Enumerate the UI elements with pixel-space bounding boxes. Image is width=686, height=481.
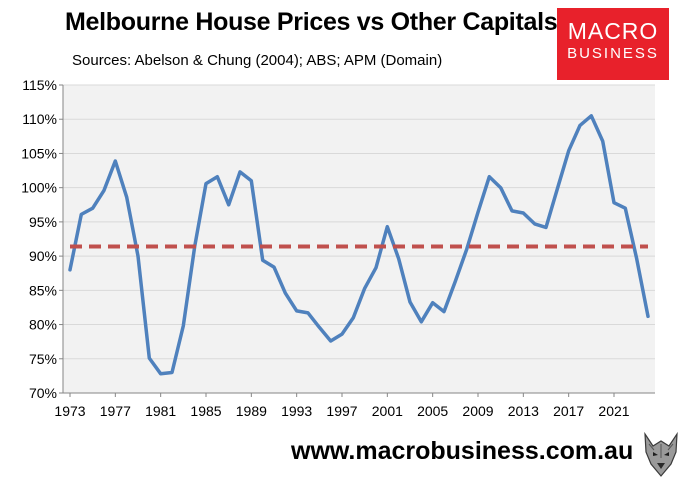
- x-tick-label: 1989: [236, 403, 267, 419]
- y-tick-label: 85%: [29, 282, 57, 298]
- chart-title: Melbourne House Prices vs Other Capitals: [65, 8, 558, 36]
- x-tick-label: 1985: [190, 403, 221, 419]
- logo-line-2: BUSINESS: [567, 45, 659, 62]
- x-tick-label: 2017: [553, 403, 584, 419]
- y-tick-label: 110%: [22, 111, 57, 127]
- footer-url: www.macrobusiness.com.au: [291, 437, 634, 465]
- y-tick-label: 70%: [29, 385, 57, 401]
- macrobusiness-logo: MACRO BUSINESS: [557, 8, 669, 80]
- plot-area: [63, 85, 655, 393]
- y-tick-label: 105%: [21, 145, 57, 161]
- x-tick-label: 2013: [508, 403, 539, 419]
- y-tick-label: 115%: [22, 77, 57, 93]
- y-axis-ticks: 70% 75% 80% 85% 90% 95% 100% 105% 110% 115%: [21, 77, 63, 401]
- x-axis-ticks: 1973 1977 1981 1985 1989 1993 1997 2001 2005 2009…: [54, 393, 630, 419]
- logo-line-1: MACRO: [567, 18, 659, 44]
- x-tick-label: 1981: [145, 403, 176, 419]
- melbourne-ratio-line: [68, 114, 650, 376]
- y-tick-label: 90%: [29, 248, 57, 264]
- y-tick-label: 95%: [29, 214, 57, 230]
- y-tick-label: 100%: [21, 180, 57, 196]
- series-group: [68, 114, 650, 376]
- x-tick-label: 2009: [462, 403, 493, 419]
- chart-subtitle: Sources: Abelson & Chung (2004); ABS; AP…: [72, 52, 443, 69]
- y-tick-label: 80%: [29, 317, 57, 333]
- x-tick-label: 2001: [372, 403, 403, 419]
- x-tick-label: 2005: [417, 403, 448, 419]
- x-tick-label: 1973: [54, 403, 85, 419]
- wolf-logo-icon: [640, 430, 682, 478]
- y-tick-label: 75%: [29, 351, 57, 367]
- x-tick-label: 1977: [100, 403, 131, 419]
- x-tick-label: 2021: [598, 403, 629, 419]
- x-tick-label: 1993: [281, 403, 312, 419]
- x-tick-label: 1997: [326, 403, 357, 419]
